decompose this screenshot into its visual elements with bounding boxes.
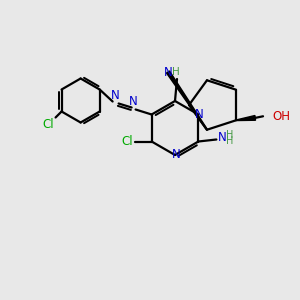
Text: Cl: Cl: [43, 118, 54, 131]
Text: N: N: [218, 131, 227, 144]
Text: N: N: [164, 65, 172, 79]
Text: OH: OH: [272, 110, 290, 123]
Polygon shape: [236, 116, 256, 121]
Text: N: N: [129, 95, 138, 108]
Text: N: N: [111, 89, 120, 102]
Polygon shape: [167, 71, 207, 130]
Text: H: H: [226, 130, 233, 140]
Text: N: N: [172, 148, 180, 161]
Text: Cl: Cl: [122, 135, 134, 148]
Text: N: N: [195, 108, 204, 121]
Text: H: H: [226, 136, 233, 146]
Text: H: H: [172, 67, 180, 77]
